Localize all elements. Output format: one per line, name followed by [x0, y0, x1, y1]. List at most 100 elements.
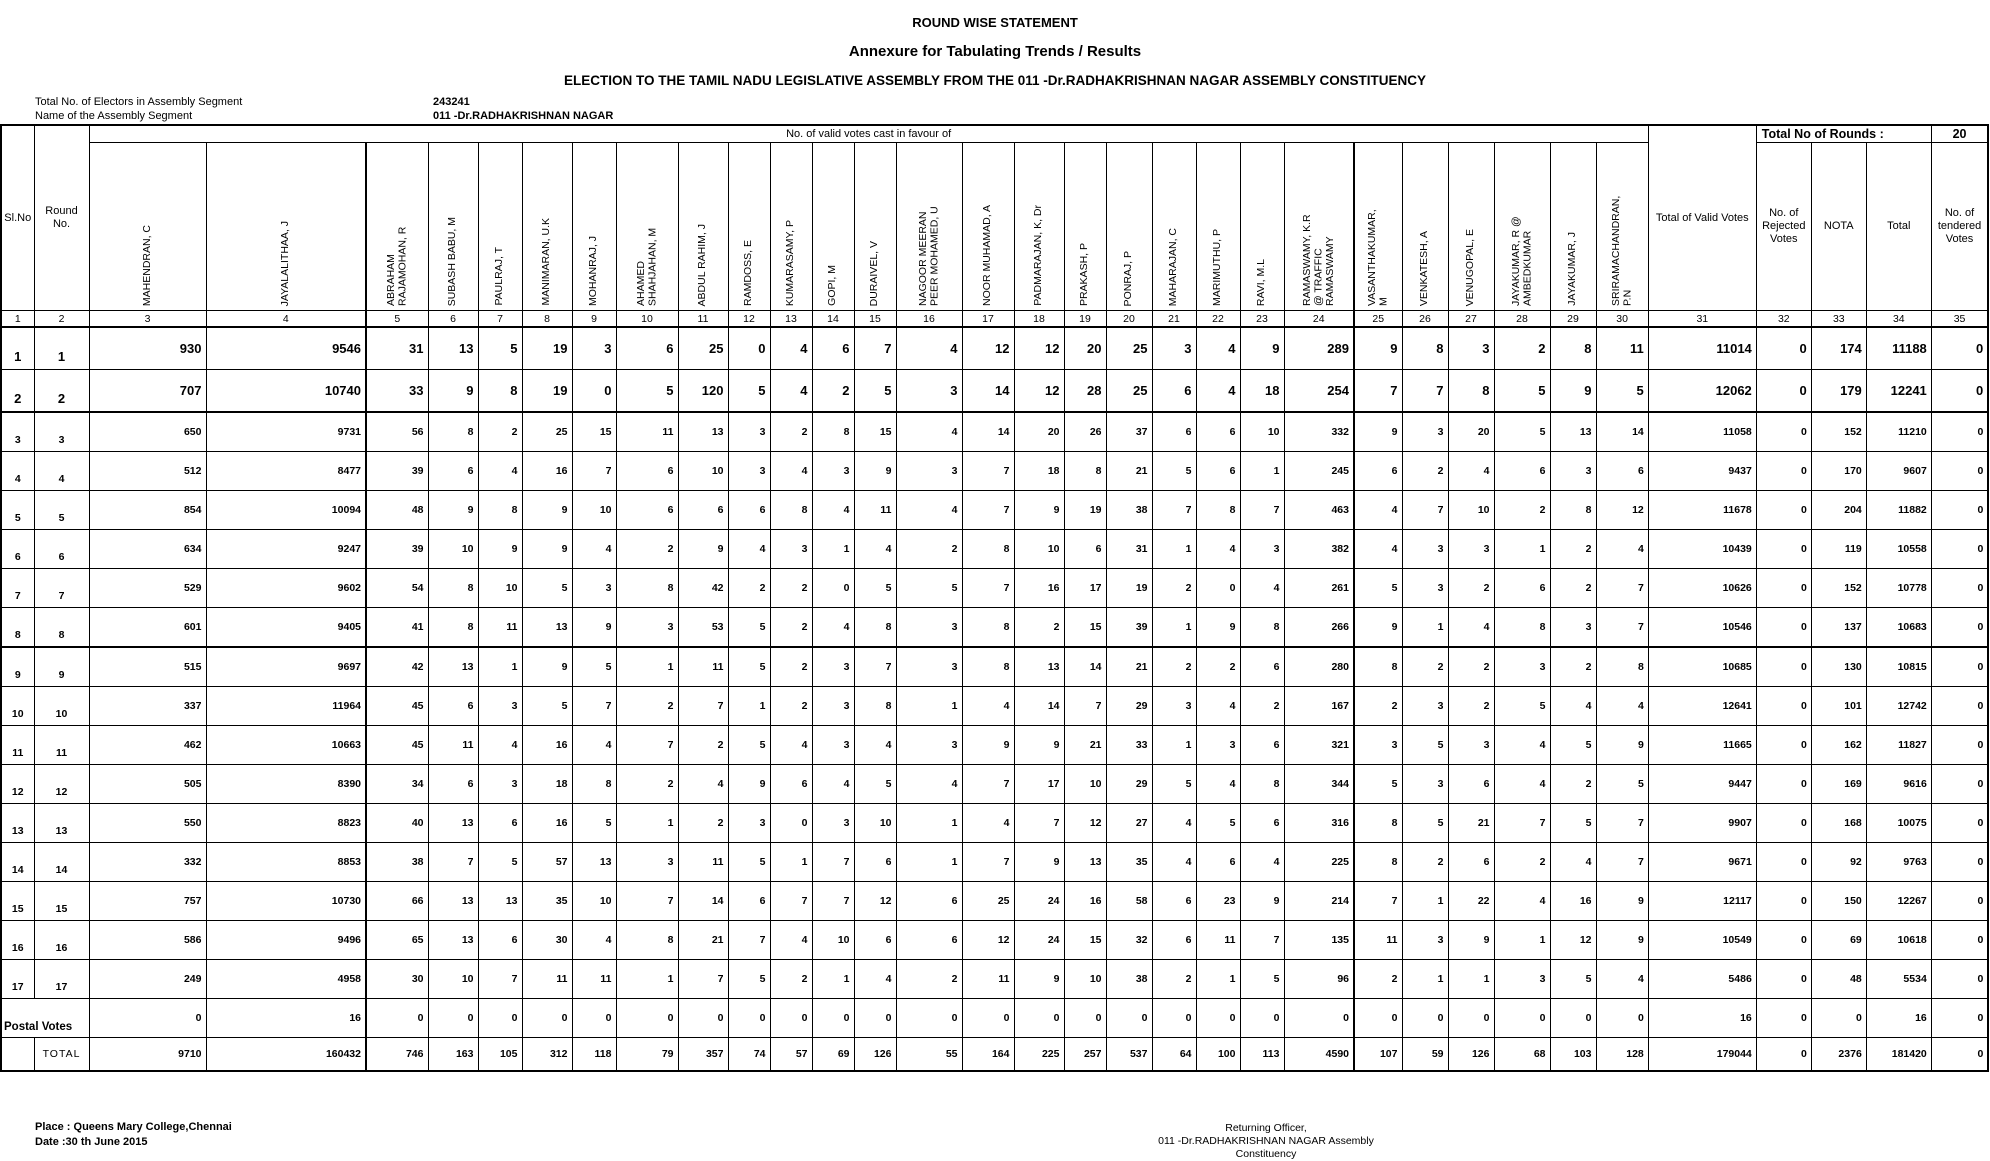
round-cell: 13: [33, 803, 90, 843]
vote-cell: 74: [727, 1037, 771, 1072]
vote-cell: 105: [477, 1037, 523, 1072]
vote-cell: 7: [1401, 369, 1449, 413]
total-cell: 10558: [1865, 529, 1932, 569]
vote-cell: 9: [521, 646, 573, 687]
vote-cell: 316: [1283, 803, 1355, 843]
total-cell: 9763: [1865, 842, 1932, 882]
vote-cell: 1: [1151, 607, 1197, 648]
vote-cell: 0: [961, 998, 1015, 1038]
round-row: 4 4 512 8477 39 6 4 16 7 6 10 3 4 3 9 3 7 18 8 21 5 6 1 245 6 2 4 6…: [0, 451, 1989, 491]
vote-cell: 9: [1239, 881, 1285, 921]
officer-line1: Returning Officer,: [1225, 1122, 1307, 1134]
vote-cell: 7: [1595, 803, 1649, 843]
vote-cell: 2: [615, 529, 679, 569]
candidate-name-vertical: RAMASWAMY, K.R @ TRAFFIC RAMASWAMY: [1300, 214, 1336, 306]
vote-cell: 12: [961, 326, 1015, 370]
vote-cell: 9: [427, 369, 479, 413]
vote-cell: 64: [1151, 1037, 1197, 1072]
column-number: 32: [1755, 310, 1812, 328]
vote-cell: 10: [477, 568, 523, 608]
vote-cell: 7: [1595, 568, 1649, 608]
slno-cell: 10: [0, 686, 35, 726]
vote-cell: 8: [1447, 369, 1495, 413]
candidate-name-vertical: MARIMUTHU, P: [1211, 229, 1224, 306]
footer-place-date: Place : Queens Mary College,Chennai Date…: [35, 1120, 1990, 1150]
vote-cell: 3: [811, 686, 855, 726]
vote-cell: 13: [427, 646, 479, 687]
vote-cell: 3: [477, 764, 523, 804]
vote-cell: 3: [811, 725, 855, 765]
vote-cell: 4: [1239, 568, 1285, 608]
total-cell: 5486: [1647, 959, 1757, 999]
vote-cell: 21: [1105, 646, 1153, 687]
total-cell: 0: [1755, 568, 1812, 608]
vote-cell: 7: [1353, 369, 1403, 413]
round-cell: 10: [33, 686, 90, 726]
vote-cell: 1: [1151, 529, 1197, 569]
total-cell: 11665: [1647, 725, 1757, 765]
candidate-name-vertical: ABDUL RAHIM, J: [696, 223, 709, 306]
vote-cell: 13: [427, 326, 479, 370]
vote-cell: 12: [1549, 920, 1597, 960]
column-number: 19: [1063, 310, 1107, 328]
vote-cell: 30: [521, 920, 573, 960]
total-cell: 11210: [1865, 411, 1932, 452]
vote-cell: 2: [615, 764, 679, 804]
vote-cell: 10663: [205, 725, 367, 765]
vote-cell: 57: [521, 842, 573, 882]
vote-cell: 7: [961, 764, 1015, 804]
total-cell: 10683: [1865, 607, 1932, 648]
vote-cell: 0: [727, 998, 771, 1038]
vote-cell: 2: [1493, 842, 1551, 882]
vote-cell: 3: [1239, 529, 1285, 569]
total-cell: 10815: [1865, 646, 1932, 687]
vote-cell: 13: [571, 842, 617, 882]
vote-cell: 14: [1595, 411, 1649, 452]
vote-cell: 9: [1447, 920, 1495, 960]
vote-cell: 21: [1105, 451, 1153, 491]
vote-cell: 0: [1105, 998, 1153, 1038]
vote-cell: 18: [1239, 369, 1285, 413]
vote-cell: 9710: [88, 1037, 207, 1072]
vote-cell: 3: [811, 803, 855, 843]
vote-cell: 6: [769, 764, 813, 804]
vote-cell: 6: [1151, 369, 1197, 413]
vote-cell: 16: [521, 803, 573, 843]
total-cell: 0: [1755, 646, 1812, 687]
vote-cell: 4: [1447, 607, 1495, 648]
electors-row: Total No. of Electors in Assembly Segmen…: [35, 95, 1990, 109]
vote-cell: 13: [427, 881, 479, 921]
vote-cell: 1: [1401, 607, 1449, 648]
vote-cell: 5: [853, 764, 897, 804]
vote-cell: 3: [1549, 451, 1597, 491]
vote-cell: 2: [811, 369, 855, 413]
vote-cell: 4: [769, 920, 813, 960]
candidate-name-vertical: VENKATESH, A: [1418, 230, 1431, 306]
vote-cell: 2: [1195, 646, 1241, 687]
vote-cell: 650: [88, 411, 207, 452]
vote-cell: 0: [811, 998, 855, 1038]
vote-cell: 4: [853, 725, 897, 765]
vote-cell: 8: [1353, 803, 1403, 843]
vote-cell: 15: [1063, 607, 1107, 648]
slno-cell: 17: [0, 959, 35, 999]
vote-cell: 9: [1013, 959, 1065, 999]
total-cell: 0: [1930, 842, 1989, 882]
footer-place: Place : Queens Mary College,Chennai: [35, 1121, 232, 1133]
candidate-header: SRIRAMACHANDRAN, P.N: [1595, 142, 1649, 311]
vote-cell: 3: [1401, 686, 1449, 726]
vote-cell: 42: [677, 568, 729, 608]
candidate-name-vertical: PONRAJ, P: [1122, 250, 1135, 306]
vote-cell: 2: [1549, 568, 1597, 608]
total-cell: 0: [1930, 1037, 1989, 1072]
total-cell: 0: [1930, 959, 1989, 999]
vote-cell: 113: [1239, 1037, 1285, 1072]
round-row: 13 13 550 8823 40 13 6 16 5 1 2 3 0 3 10 1 4 7 12 27 4 5 6 316 8…: [0, 803, 1989, 843]
vote-cell: 7: [571, 451, 617, 491]
vote-cell: 24: [1013, 881, 1065, 921]
vote-cell: 4: [1195, 764, 1241, 804]
candidate-header: PADMARAJAN, K, Dr: [1013, 142, 1065, 311]
vote-cell: 19: [1063, 490, 1107, 530]
vote-cell: 6: [427, 764, 479, 804]
vote-cell: 4: [769, 369, 813, 413]
